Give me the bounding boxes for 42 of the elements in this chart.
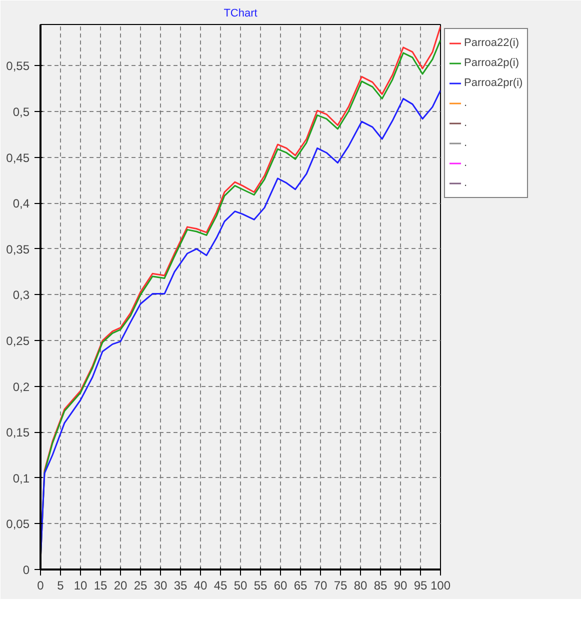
x-tick-label: 90 (394, 578, 408, 592)
y-tick-label: 0,5 (12, 105, 30, 120)
x-tick-label: 25 (134, 578, 148, 592)
legend-label: . (464, 116, 468, 130)
x-tick-label: 100 (430, 578, 451, 592)
y-tick-label: 0 (22, 563, 30, 577)
x-tick-label: 85 (374, 578, 388, 592)
y-tick-label: 0,45 (6, 150, 30, 165)
x-tick-label: 45 (214, 578, 228, 592)
x-tick-label: 40 (194, 578, 208, 592)
x-tick-label: 0 (37, 578, 44, 592)
y-tick-label: 0,3 (12, 288, 30, 302)
y-tick-label: 0,25 (6, 334, 30, 348)
x-tick-label: 35 (174, 578, 188, 592)
x-tick-label: 30 (154, 578, 168, 592)
y-tick-label: 0,55 (6, 59, 30, 74)
x-tick-label: 15 (94, 578, 108, 592)
y-tick-label: 0,35 (6, 242, 30, 256)
x-tick-label: 55 (254, 578, 268, 592)
legend-label: Parroa22(i) (464, 36, 520, 50)
legend-label: . (464, 96, 468, 110)
y-tick-label: 0,05 (6, 517, 30, 532)
y-tick-label: 0,2 (12, 380, 30, 394)
legend-label: Parroa2pr(i) (464, 76, 523, 90)
y-tick-label: 0,4 (12, 196, 30, 211)
legend-label: . (464, 156, 468, 170)
y-tick-label: 0,1 (12, 471, 30, 486)
legend-label: . (464, 136, 468, 150)
x-tick-label: 10 (74, 578, 88, 592)
x-tick-label: 95 (414, 578, 428, 592)
x-tick-label: 50 (234, 578, 248, 592)
y-tick-label: 0,15 (6, 426, 30, 440)
legend-label: Parroa2p(i) (464, 56, 520, 70)
x-tick-label: 70 (314, 578, 328, 592)
x-tick-label: 80 (354, 578, 368, 592)
legend-label: . (464, 176, 468, 190)
x-tick-label: 65 (294, 578, 308, 592)
x-tick-label: 5 (57, 578, 64, 592)
x-tick-label: 20 (114, 578, 128, 592)
x-tick-label: 60 (274, 578, 288, 592)
x-tick-label: 75 (334, 578, 348, 592)
chart-title: TChart (224, 8, 258, 20)
